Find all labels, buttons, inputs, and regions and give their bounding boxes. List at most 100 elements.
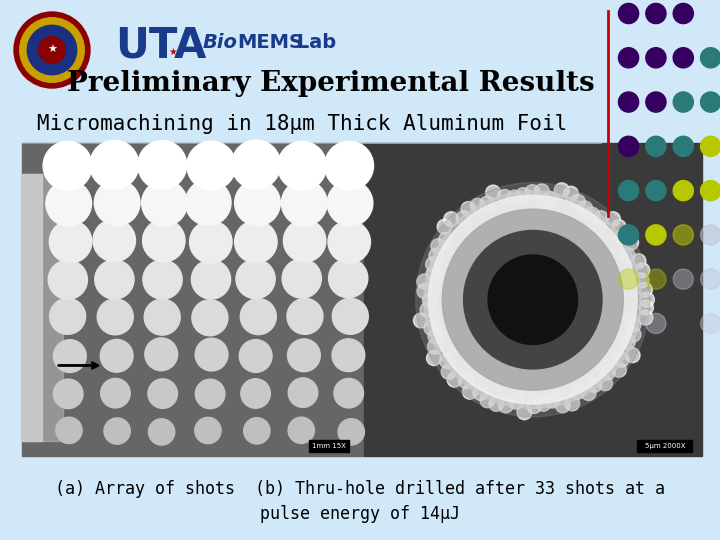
Circle shape [646,180,666,201]
Circle shape [701,48,720,68]
Circle shape [143,219,185,262]
Circle shape [235,221,277,263]
Text: (a) Array of shots  (b) Thru-hole drilled after 33 shots at a: (a) Array of shots (b) Thru-hole drilled… [55,480,665,498]
Circle shape [46,180,91,226]
Circle shape [480,196,495,211]
Circle shape [93,219,135,262]
Circle shape [19,18,84,82]
Text: 1mm 15X: 1mm 15X [312,443,346,449]
Circle shape [240,299,276,335]
Circle shape [282,259,321,298]
Bar [22,174,63,441]
Circle shape [701,225,720,245]
Circle shape [187,141,235,190]
Circle shape [456,211,471,226]
Bar [22,143,364,456]
Circle shape [587,377,602,393]
Circle shape [618,269,639,289]
Circle shape [240,379,271,408]
Circle shape [144,299,180,335]
Circle shape [444,212,459,227]
Circle shape [470,198,485,213]
Circle shape [143,260,182,299]
Circle shape [621,335,635,349]
Circle shape [646,3,666,24]
Circle shape [554,183,570,198]
Circle shape [95,260,134,299]
Circle shape [232,140,281,189]
Circle shape [426,257,441,272]
Circle shape [673,225,693,245]
Circle shape [288,378,318,407]
Circle shape [43,141,92,190]
Bar [309,440,348,453]
Circle shape [278,141,327,190]
Circle shape [673,269,693,289]
Circle shape [625,348,640,363]
Circle shape [236,259,275,299]
Circle shape [618,225,639,245]
Bar [364,143,702,456]
Circle shape [328,221,371,263]
Circle shape [195,379,225,409]
Circle shape [423,293,437,308]
Circle shape [39,37,66,63]
Circle shape [593,211,608,226]
Circle shape [673,3,693,24]
Circle shape [148,418,175,445]
Circle shape [97,299,133,335]
Circle shape [441,364,456,379]
Circle shape [509,394,523,409]
Circle shape [148,379,177,408]
Circle shape [447,372,462,387]
Circle shape [598,376,613,391]
Text: ★: ★ [47,45,57,55]
Circle shape [620,248,635,263]
Circle shape [287,299,323,334]
Circle shape [417,284,432,299]
Circle shape [328,259,368,298]
Circle shape [195,338,228,371]
Circle shape [534,184,549,199]
Circle shape [618,48,639,68]
Circle shape [473,386,488,400]
Circle shape [464,231,602,369]
Circle shape [634,273,649,288]
Circle shape [618,136,639,157]
Circle shape [420,302,435,318]
Circle shape [90,140,139,189]
Circle shape [440,354,454,368]
Circle shape [489,396,504,411]
Circle shape [581,386,596,401]
Circle shape [525,185,540,200]
Circle shape [673,136,693,157]
Circle shape [56,417,82,443]
Circle shape [618,180,639,201]
Circle shape [486,185,500,200]
Circle shape [600,365,615,380]
Circle shape [288,417,315,443]
Circle shape [327,180,373,226]
Circle shape [53,379,83,409]
Circle shape [284,220,326,262]
Circle shape [426,266,441,281]
Circle shape [417,274,432,289]
Circle shape [142,180,187,226]
Circle shape [53,340,86,373]
Text: Micromachining in 18μm Thick Aluminum Foil: Micromachining in 18μm Thick Aluminum Fo… [37,114,567,134]
Circle shape [334,379,364,408]
Circle shape [235,180,280,226]
Circle shape [480,393,495,408]
Circle shape [438,232,454,247]
Circle shape [701,313,720,334]
Circle shape [570,194,585,210]
Circle shape [282,180,327,226]
Circle shape [145,338,178,370]
Text: MEMS: MEMS [237,33,303,52]
Circle shape [239,340,272,373]
Circle shape [639,300,654,315]
Circle shape [461,201,476,217]
Circle shape [428,339,442,354]
Circle shape [570,384,585,400]
Circle shape [104,418,130,444]
